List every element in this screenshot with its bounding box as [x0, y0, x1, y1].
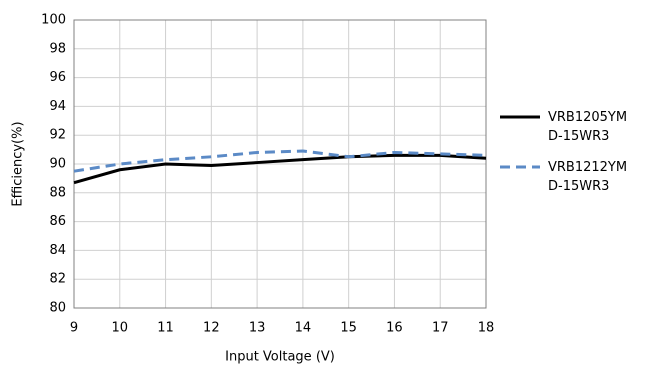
y-tick-label: 88 — [49, 185, 66, 200]
x-tick-label: 18 — [478, 321, 495, 336]
plot-frame — [73, 19, 487, 309]
y-axis-label: Efficiency(%) — [11, 121, 26, 206]
y-tick-label: 92 — [49, 128, 66, 143]
legend-swatch — [500, 165, 540, 169]
y-tick-label: 86 — [49, 214, 66, 229]
x-tick-label: 13 — [249, 321, 266, 336]
y-tick-label: 98 — [49, 41, 66, 56]
x-tick-label: 11 — [157, 321, 174, 336]
x-axis-label: Input Voltage (V) — [225, 350, 335, 365]
x-tick-label: 12 — [203, 321, 220, 336]
y-tick-label: 80 — [49, 301, 66, 316]
x-tick-label: 16 — [386, 321, 403, 336]
y-tick-label: 94 — [49, 99, 66, 114]
legend-label: VRB1212YMD-15WR3 — [548, 160, 628, 194]
y-tick-label: 100 — [41, 13, 66, 28]
x-tick-label: 14 — [295, 321, 312, 336]
series-line — [73, 153, 487, 185]
legend: VRB1205YMD-15WR3 VRB1212YMD-15WR3 — [500, 108, 650, 208]
y-tick-label: 84 — [49, 243, 66, 258]
x-tick-label: 10 — [112, 321, 129, 336]
y-tick-label: 82 — [49, 272, 66, 287]
legend-swatch — [500, 115, 540, 119]
legend-label: VRB1205YMD-15WR3 — [548, 110, 628, 144]
legend-entry: VRB1205YMD-15WR3 — [500, 108, 650, 146]
y-tick-label: 96 — [49, 70, 66, 85]
legend-entry: VRB1212YMD-15WR3 — [500, 158, 650, 196]
x-tick-label: 17 — [432, 321, 449, 336]
series-line — [73, 149, 487, 173]
y-tick-label: 90 — [49, 157, 66, 172]
x-tick-label: 9 — [70, 321, 78, 336]
x-tick-label: 15 — [340, 321, 357, 336]
